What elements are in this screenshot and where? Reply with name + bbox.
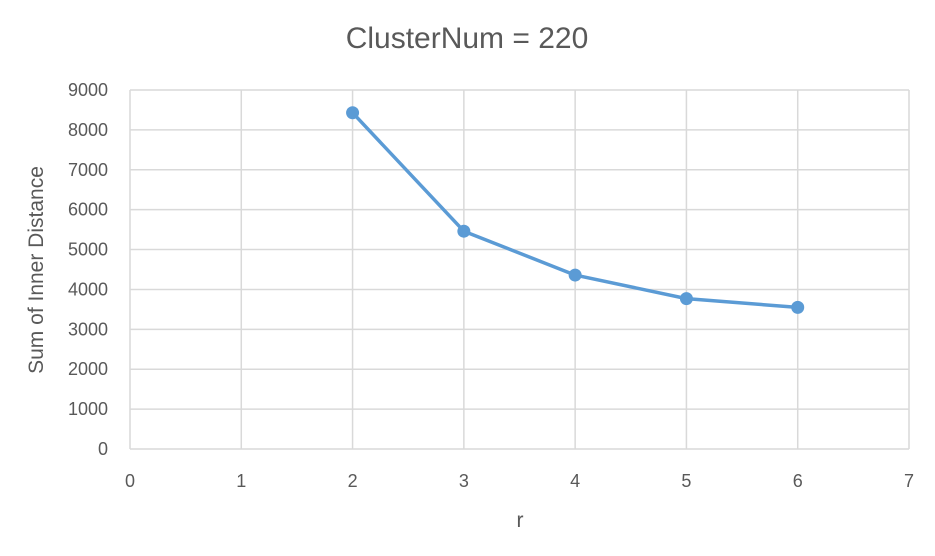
y-tick-label: 2000 (68, 359, 108, 379)
y-axis-label: Sum of Inner Distance (25, 166, 48, 374)
y-axis-ticks: 0 1000 2000 3000 4000 5000 6000 7000 8000 9000 (68, 80, 108, 459)
y-tick-label: 4000 (68, 279, 108, 299)
x-tick-label: 5 (681, 471, 691, 491)
series (346, 106, 805, 314)
grid (129, 89, 910, 450)
x-tick-label: 6 (793, 471, 803, 491)
data-point (346, 106, 360, 120)
x-tick-label: 4 (570, 471, 580, 491)
chart-title: ClusterNum = 220 (346, 22, 589, 55)
data-point (568, 268, 582, 282)
x-axis-label: r (517, 509, 524, 532)
y-tick-label: 1000 (68, 399, 108, 419)
y-tick-label: 3000 (68, 319, 108, 339)
x-axis-ticks: 0 1 2 3 4 5 6 7 (125, 471, 914, 491)
x-tick-label: 2 (348, 471, 358, 491)
x-tick-label: 0 (125, 471, 135, 491)
data-point (457, 224, 471, 238)
data-point (679, 292, 693, 306)
x-tick-label: 1 (236, 471, 246, 491)
data-point (791, 300, 805, 314)
y-tick-label: 7000 (68, 160, 108, 180)
x-tick-label: 3 (459, 471, 469, 491)
y-tick-label: 5000 (68, 240, 108, 260)
y-tick-label: 6000 (68, 200, 108, 220)
y-tick-label: 0 (98, 439, 108, 459)
y-tick-label: 9000 (68, 80, 108, 100)
x-tick-label: 7 (904, 471, 914, 491)
y-tick-label: 8000 (68, 120, 108, 140)
